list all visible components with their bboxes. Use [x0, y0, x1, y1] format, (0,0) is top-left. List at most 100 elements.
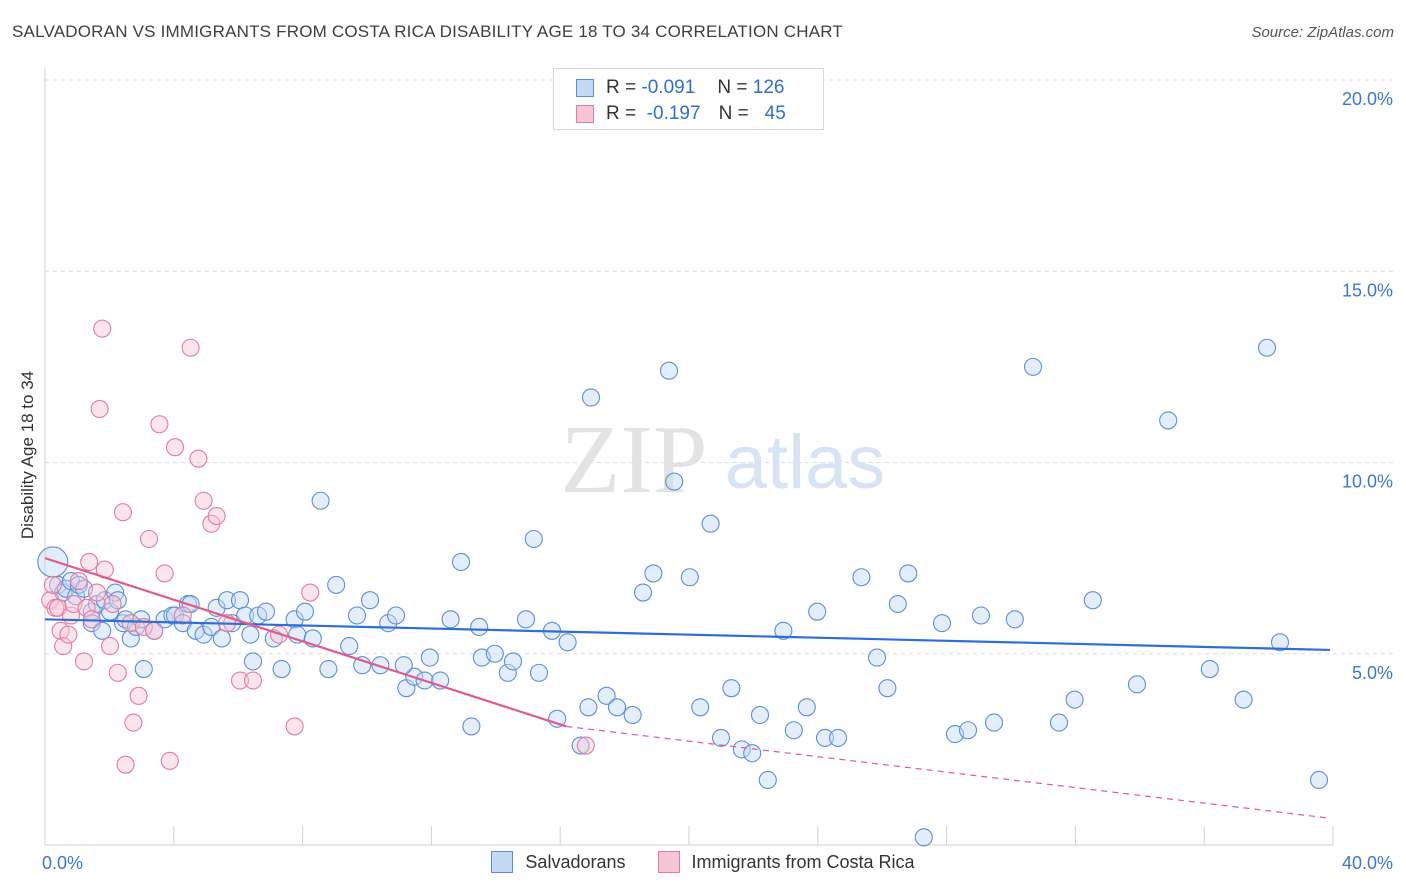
y-axis-label: Disability Age 18 to 34 [18, 370, 37, 540]
point-salvadorans [272, 659, 291, 679]
point-salvadorans [691, 698, 710, 717]
point-salvadorans [93, 621, 112, 640]
point-salvadorans [797, 698, 816, 717]
point-salvadorans [607, 698, 627, 717]
point-salvadorans [451, 552, 471, 572]
point-salvadorans [1049, 713, 1069, 732]
point-salvadorans [386, 606, 406, 625]
point-salvadorans [1234, 690, 1253, 709]
point-salvadorans [899, 564, 918, 583]
point-salvadorans [644, 564, 663, 583]
point-salvadorans [722, 679, 741, 698]
point-salvadorans [347, 606, 367, 625]
point-salvadorans [529, 663, 549, 682]
point-salvadorans [971, 606, 991, 625]
point-costa-rica [93, 319, 112, 338]
point-costa-rica [113, 503, 133, 522]
correlation-legend: R = -0.091 N = 126 R = -0.197 N = 45 [553, 68, 824, 130]
point-salvadorans [1065, 690, 1084, 709]
point-salvadorans [914, 828, 933, 847]
trend-lines [44, 557, 1331, 819]
point-salvadorans [984, 713, 1004, 732]
point-salvadorans [1309, 770, 1329, 790]
point-salvadorans [295, 602, 315, 621]
point-salvadorans [701, 514, 720, 533]
point-salvadorans [665, 472, 684, 491]
point-salvadorans [1023, 357, 1043, 376]
point-salvadorans [134, 659, 153, 679]
point-salvadorans [932, 614, 952, 633]
point-salvadorans [758, 770, 777, 790]
point-costa-rica [124, 713, 143, 732]
point-salvadorans [680, 568, 699, 587]
point-costa-rica [129, 686, 148, 705]
series-swatch-blue [491, 851, 514, 873]
legend-swatch-pink [576, 105, 594, 123]
point-costa-rica [165, 438, 185, 457]
point-costa-rica [155, 564, 174, 583]
point-salvadorans [743, 744, 762, 763]
point-salvadorans [230, 591, 250, 610]
series-legend-salvadorans: Salvadorans [491, 851, 626, 873]
point-costa-rica [243, 671, 263, 690]
point-costa-rica [139, 529, 159, 549]
point-salvadorans [1083, 591, 1102, 610]
legend-swatch-blue [576, 79, 594, 97]
point-costa-rica [69, 572, 88, 591]
point-costa-rica [87, 583, 107, 602]
y-tick-label: 15.0% [1342, 280, 1393, 300]
point-salvadorans [815, 728, 835, 747]
point-costa-rica [194, 491, 213, 510]
point-salvadorans [633, 583, 653, 602]
point-salvadorans [37, 546, 69, 578]
point-costa-rica [77, 598, 96, 617]
point-salvadorans [558, 633, 577, 652]
point-salvadorans [516, 610, 536, 629]
point-salvadorans [581, 388, 601, 407]
point-costa-rica [100, 637, 120, 656]
point-costa-rica [59, 625, 78, 644]
point-costa-rica [54, 637, 73, 656]
point-salvadorans [1159, 411, 1178, 430]
legend-n-label: N = [717, 77, 748, 98]
point-salvadorans [241, 625, 260, 644]
point-salvadorans [732, 740, 751, 759]
point-salvadorans [285, 610, 304, 629]
point-salvadorans [524, 529, 543, 549]
legend-row-costa-rica: R = -0.197 N = 45 [576, 103, 786, 125]
series-legend: Salvadorans Immigrants from Costa Rica [0, 851, 1406, 873]
point-costa-rica [285, 717, 304, 736]
data-points [37, 319, 1329, 847]
series-swatch-pink [657, 851, 680, 873]
y-tick-label: 5.0% [1352, 663, 1393, 683]
legend-n-value: 45 [764, 103, 786, 124]
point-salvadorans [571, 736, 590, 755]
point-salvadorans [256, 602, 276, 621]
point-salvadorans [579, 698, 598, 717]
point-costa-rica [160, 751, 179, 770]
point-salvadorans [485, 644, 504, 663]
point-salvadorans [958, 721, 978, 740]
point-salvadorans [597, 686, 616, 705]
tick-labels: 5.0% 10.0% 15.0% 20.0% 0.0% 40.0% [42, 89, 1393, 873]
point-costa-rica [173, 606, 192, 625]
legend-r-value: -0.197 [646, 103, 701, 124]
point-salvadorans [217, 591, 237, 610]
series-label: Immigrants from Costa Rica [691, 851, 915, 872]
point-salvadorans [659, 361, 679, 380]
legend-r-label: R = [606, 103, 637, 124]
y-tick-label: 10.0% [1342, 472, 1393, 492]
watermark-atlas: atlas [725, 420, 886, 505]
axes [44, 68, 1334, 846]
y-tick-label: 20.0% [1342, 89, 1393, 109]
watermark-zip: ZIP [561, 406, 708, 514]
grid-lines [45, 79, 1395, 655]
legend-r-value: -0.091 [641, 77, 696, 98]
point-salvadorans [1257, 338, 1277, 357]
point-salvadorans [441, 610, 460, 629]
point-salvadorans [327, 575, 346, 594]
point-salvadorans [774, 621, 793, 640]
legend-row-salvadorans: R = -0.091 N = 126 [576, 77, 784, 99]
point-salvadorans [750, 705, 770, 725]
point-salvadorans [371, 656, 390, 675]
